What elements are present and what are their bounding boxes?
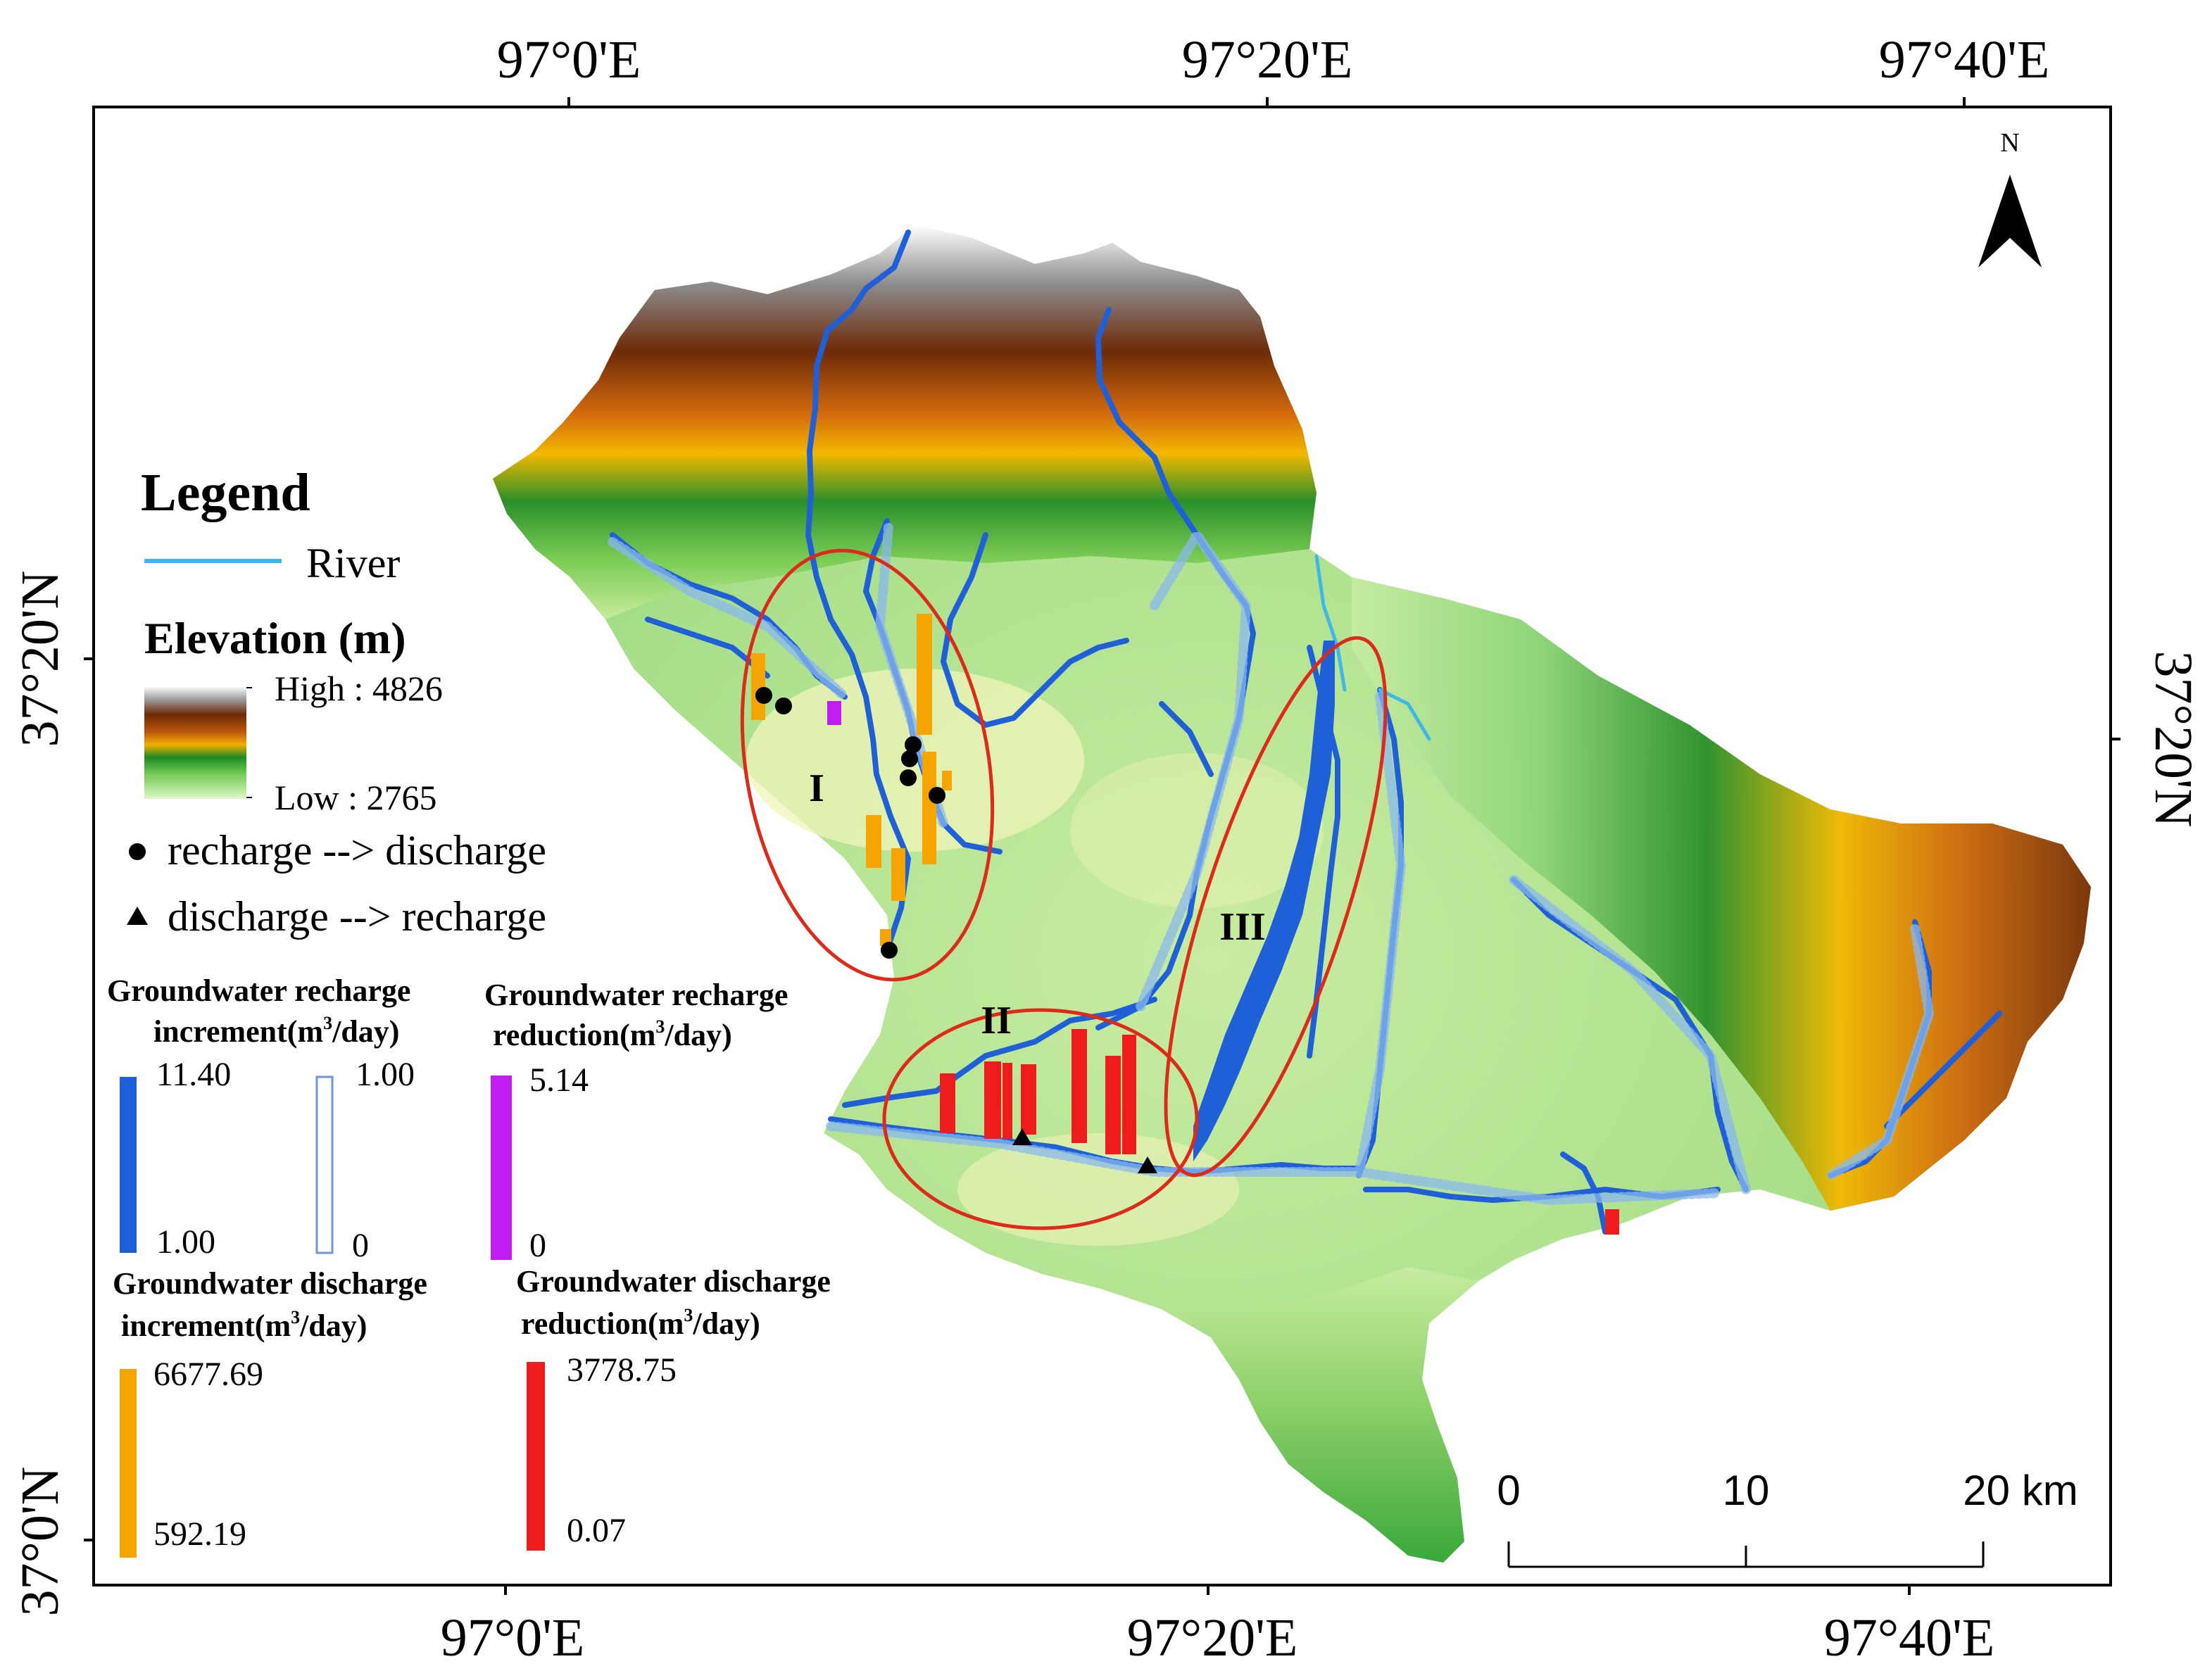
legend: Legend River Elevation (m) High : 4826 L…: [107, 463, 831, 1558]
discharge-reduction-bar: [1105, 1056, 1121, 1154]
recharge-increment-outline-max: 1.00: [356, 1056, 415, 1093]
elevation-ramp-swatch: [144, 686, 246, 799]
discharge-reduction-bar: [940, 1073, 955, 1133]
recharge-increment-blue-min: 1.00: [156, 1223, 215, 1261]
recharge-reduction-swatch: [491, 1075, 512, 1260]
recharge-increment-blue-swatch: [120, 1077, 137, 1253]
graticule-ticks: [84, 97, 2120, 1595]
discharge-to-recharge-legend-label: discharge --> recharge: [168, 893, 546, 940]
discharge-increment-bar: [917, 614, 932, 735]
discharge-reduction-max: 3778.75: [567, 1351, 677, 1389]
legend-title: Legend: [141, 463, 310, 522]
recharge-to-discharge-points: [755, 687, 945, 959]
recharge-to-discharge-legend-symbol: [129, 843, 146, 860]
discharge-increment-bar: [891, 848, 905, 901]
recharge-reduction-bars: [827, 701, 841, 725]
river-network: [608, 229, 2002, 1235]
discharge-reduction-min: 0.07: [567, 1512, 626, 1549]
zone-ellipses: [740, 548, 1388, 1230]
scale-label-2: 20 km: [1963, 1467, 2078, 1514]
gw-recharge-reduction-title-line1: Groundwater recharge: [484, 978, 788, 1012]
bottom-lon-label-2: 97°40'E: [1824, 1608, 1995, 1667]
discharge-increment-bar: [942, 771, 952, 790]
zone-iii-label: III: [1219, 905, 1265, 949]
recharge-reduction-bar: [827, 701, 841, 725]
discharge-reduction-swatch: [527, 1362, 545, 1551]
discharge-increment-bar: [751, 653, 765, 720]
gw-recharge-reduction-title-line2: reduction(m3/day): [493, 1016, 732, 1052]
zone-ii-label: II: [981, 999, 1012, 1042]
discharge-increment-bar: [922, 752, 936, 864]
recharge-increment-bars: [1193, 641, 1335, 1161]
bottom-lon-label-0: 97°0'E: [441, 1608, 585, 1667]
left-lat-label-1: 37°0'N: [11, 1467, 70, 1617]
top-lon-label-0: 97°0'E: [497, 30, 641, 89]
discharge-increment-bar: [880, 929, 891, 946]
scale-label-1: 10: [1723, 1467, 1770, 1514]
discharge-increment-swatch: [120, 1369, 137, 1558]
zone-i-ellipse: [740, 548, 995, 982]
left-lat-label-0: 37°20'N: [11, 571, 70, 747]
zone-ii-ellipse: [882, 1008, 1199, 1230]
discharge-reduction-bar: [1122, 1035, 1136, 1154]
discharge-increment-bar: [866, 815, 881, 868]
north-arrow-label: N: [2000, 128, 2019, 158]
recharge-to-discharge-point: [929, 787, 945, 804]
discharge-reduction-bars: [940, 1029, 1619, 1235]
elevation-high-label: High : 4826: [275, 669, 443, 708]
scale-label-0: 0: [1497, 1467, 1520, 1514]
discharge-to-recharge-legend-symbol: [127, 907, 148, 925]
gw-discharge-increment-title-line2: increment(m3/day): [121, 1307, 367, 1343]
top-lon-label-2: 97°40'E: [1879, 30, 2050, 89]
discharge-to-recharge-points: [1012, 1128, 1157, 1173]
discharge-to-recharge-point: [1012, 1128, 1032, 1145]
recharge-increment-blue-max: 11.40: [156, 1056, 231, 1093]
zone-iii-ellipse: [1164, 636, 1388, 1178]
discharge-reduction-bar: [1003, 1063, 1012, 1139]
recharge-reduction-min: 0: [529, 1227, 546, 1264]
recharge-increment-outline-min: 0: [352, 1227, 369, 1264]
gw-discharge-reduction-title-line2: reduction(m3/day): [521, 1305, 760, 1341]
scale-bar: 0 10 20 km: [1497, 1467, 2078, 1568]
elevation-low-label: Low : 2765: [275, 778, 437, 817]
elevation-legend-title: Elevation (m): [144, 613, 406, 663]
river-legend-label: River: [306, 540, 400, 586]
recharge-to-discharge-point: [900, 769, 917, 786]
gw-recharge-increment-title-line1: Groundwater recharge: [107, 973, 410, 1008]
top-lon-label-1: 97°20'E: [1182, 30, 1353, 89]
right-lat-label-0: 37°20'N: [2144, 651, 2203, 828]
recharge-increment-band-zone-iii: [1193, 641, 1335, 1161]
discharge-reduction-bar: [1605, 1209, 1619, 1235]
north-arrow-icon: N: [1978, 128, 2042, 267]
gw-discharge-reduction-title-line1: Groundwater discharge: [516, 1264, 831, 1299]
bottom-lon-label-1: 97°20'E: [1127, 1608, 1298, 1667]
recharge-to-discharge-point: [881, 942, 898, 959]
discharge-reduction-bar: [984, 1061, 1001, 1139]
discharge-reduction-bar: [1072, 1029, 1087, 1143]
gw-recharge-increment-title-line2: increment(m3/day): [153, 1013, 399, 1049]
recharge-to-discharge-point: [901, 750, 918, 767]
zone-i-label: I: [809, 767, 824, 810]
discharge-increment-min: 592.19: [153, 1515, 246, 1553]
recharge-to-discharge-point: [755, 687, 772, 704]
discharge-reduction-bar: [1021, 1064, 1036, 1135]
discharge-increment-max: 6677.69: [153, 1356, 263, 1393]
recharge-increment-outline-swatch: [315, 1075, 334, 1254]
gw-discharge-increment-title-line1: Groundwater discharge: [113, 1266, 427, 1301]
recharge-to-discharge-point: [775, 698, 792, 714]
recharge-to-discharge-point: [905, 736, 922, 753]
discharge-increment-bars: [751, 614, 952, 946]
discharge-to-recharge-point: [1138, 1156, 1157, 1173]
recharge-reduction-max: 5.14: [529, 1061, 589, 1099]
recharge-to-discharge-legend-label: recharge --> discharge: [168, 827, 546, 873]
